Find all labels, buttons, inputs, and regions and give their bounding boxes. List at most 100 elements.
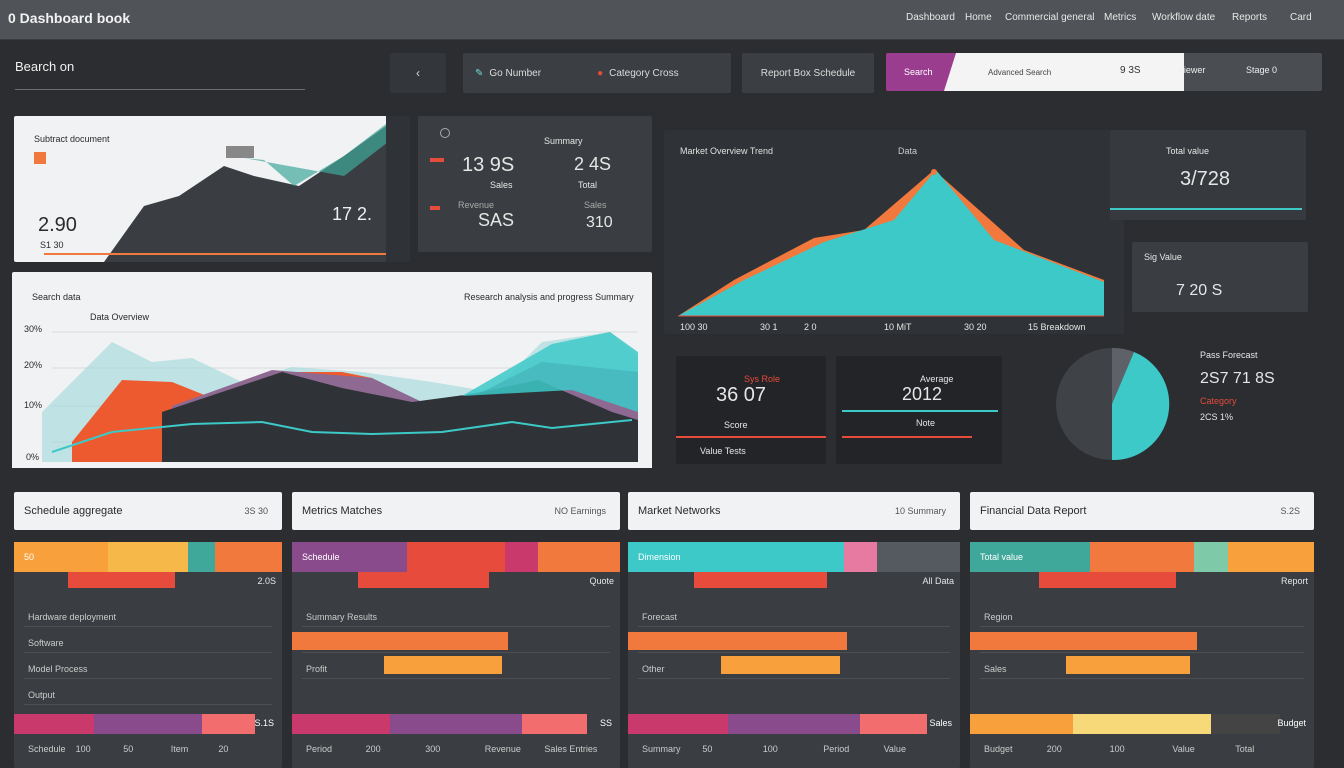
list-item: Summary Results — [306, 612, 378, 622]
side-strip — [386, 116, 410, 262]
footer-label: 50 — [702, 744, 713, 754]
side-stat2-value: 7 20 S — [1176, 282, 1223, 299]
bar-segment — [1228, 542, 1314, 572]
bar-segment — [94, 714, 202, 734]
mini-bar — [676, 436, 826, 438]
x-tick: 100 30 — [680, 322, 708, 332]
mini-sub: Note — [916, 418, 936, 428]
y-tick: 10% — [24, 400, 43, 410]
topnav-item-workflow[interactable]: Workflow date — [1152, 12, 1216, 23]
bar-segment — [970, 714, 1074, 734]
list-item: Other — [642, 664, 665, 674]
bar-segment — [188, 542, 215, 572]
footer-label: 200 — [1046, 744, 1062, 754]
footer-label: 50 — [123, 744, 134, 754]
stat-label: Sales — [584, 200, 607, 210]
topnav-item-dashboard[interactable]: Dashboard — [906, 12, 955, 23]
pie-note: 2CS 1% — [1200, 412, 1234, 422]
footer-label: Summary — [642, 744, 681, 754]
footer-label: Value — [883, 744, 906, 754]
bar-segment — [843, 542, 877, 572]
trend-line — [51, 419, 633, 453]
back-button[interactable]: ‹ — [390, 53, 446, 93]
panel-header[interactable]: Market Networks 10 Summary — [628, 492, 960, 530]
bar-label: Dimension — [638, 552, 681, 562]
stat-label: Revenue — [458, 200, 495, 210]
panel-value: S.2S — [1280, 506, 1300, 516]
marker — [226, 146, 254, 158]
footer-label: Schedule — [28, 744, 66, 754]
mini-value: 36 07 — [716, 384, 767, 406]
topnav-item-home[interactable]: Home — [965, 12, 992, 23]
list-item: Profit — [306, 664, 328, 674]
bar-label: Budget — [1277, 718, 1306, 728]
bar-segment — [292, 714, 391, 734]
bar-segment — [727, 714, 861, 734]
viewer-label[interactable]: Viewer — [1178, 65, 1206, 75]
category-label: Category Cross — [609, 67, 679, 79]
bar-segment — [14, 714, 95, 734]
mini-value: 2012 — [902, 384, 943, 404]
bar-label: Quote — [589, 576, 614, 586]
report-pill[interactable]: Report Box Schedule — [742, 53, 874, 93]
footer-label: Item — [170, 744, 189, 754]
area-chart — [12, 331, 652, 478]
mini-bar — [842, 410, 998, 412]
filter-pill[interactable]: ✎ Go Number ● Category Cross — [463, 53, 731, 93]
stage-label[interactable]: Stage 0 — [1246, 65, 1278, 75]
progress-bar — [1066, 656, 1191, 674]
panel-header[interactable]: Financial Data Report S.2S — [970, 492, 1314, 530]
bar-segment — [628, 542, 745, 572]
bar-segment — [1193, 542, 1228, 572]
row-divider — [302, 678, 610, 679]
panel-header[interactable]: Schedule aggregate 3S 30 — [14, 492, 282, 530]
mini-bar — [842, 436, 972, 438]
stat-label: Sales — [490, 180, 513, 190]
panel-value: 10 Summary — [894, 506, 946, 516]
side-stat-value: 3/728 — [1180, 168, 1231, 190]
chevron-left-icon: ‹ — [416, 66, 420, 80]
topnav-item-commercial[interactable]: Commercial general — [1005, 12, 1095, 23]
bar-label: All Data — [922, 576, 954, 586]
stat-value: 2 4S — [574, 154, 612, 174]
bar-segment — [505, 542, 538, 572]
panel-header[interactable]: Metrics Matches NO Earnings — [292, 492, 620, 530]
pie-sub: Category — [1200, 396, 1237, 406]
pie-label: Pass Forecast — [1200, 350, 1258, 360]
row-divider — [24, 626, 272, 627]
y-tick: 20% — [24, 360, 43, 370]
row-divider — [24, 704, 272, 705]
search-input[interactable]: Advanced Search — [944, 53, 1184, 91]
bar-segment — [628, 714, 728, 734]
x-tick: 10 MiT — [884, 322, 912, 332]
x-tick: 30 20 — [964, 322, 987, 332]
bar-label: Sales — [929, 718, 952, 728]
bar-segment — [201, 714, 256, 734]
card-right-value: 17 2. — [332, 204, 373, 224]
panel-title: Metrics Matches — [302, 505, 383, 517]
bar-segment — [107, 542, 189, 572]
stats-card: Summary 13 9S Sales 2 4S Total Revenue S… — [418, 116, 652, 252]
main-chart-title: Market Overview Trend — [680, 146, 774, 156]
search-bar[interactable]: Search Advanced Search 9 3S Viewer Stage… — [886, 53, 1322, 91]
area-fill — [104, 126, 386, 262]
footer-label: Revenue — [484, 744, 521, 754]
bar-label: Schedule — [302, 552, 340, 562]
sub-bar: Bearch on ‹ ✎ Go Number ● Category Cross… — [0, 41, 1344, 105]
topnav-item-metrics[interactable]: Metrics — [1104, 12, 1137, 23]
bar-label: 50 — [24, 552, 35, 562]
card-title: Subtract document — [34, 134, 110, 144]
progress-bar — [970, 632, 1198, 650]
bar-segment — [1073, 714, 1211, 734]
bar-segment — [357, 572, 489, 588]
bar-segment — [744, 542, 844, 572]
search-tab[interactable]: Search — [886, 53, 956, 91]
topnav-item-reports[interactable]: Reports — [1232, 12, 1268, 23]
row-divider — [638, 652, 950, 653]
topnav-item-card[interactable]: Card — [1290, 12, 1312, 23]
progress-bar — [383, 656, 502, 674]
list-item: Software — [28, 638, 64, 648]
bar-segment — [406, 542, 506, 572]
mini-sub: Score — [724, 420, 748, 430]
